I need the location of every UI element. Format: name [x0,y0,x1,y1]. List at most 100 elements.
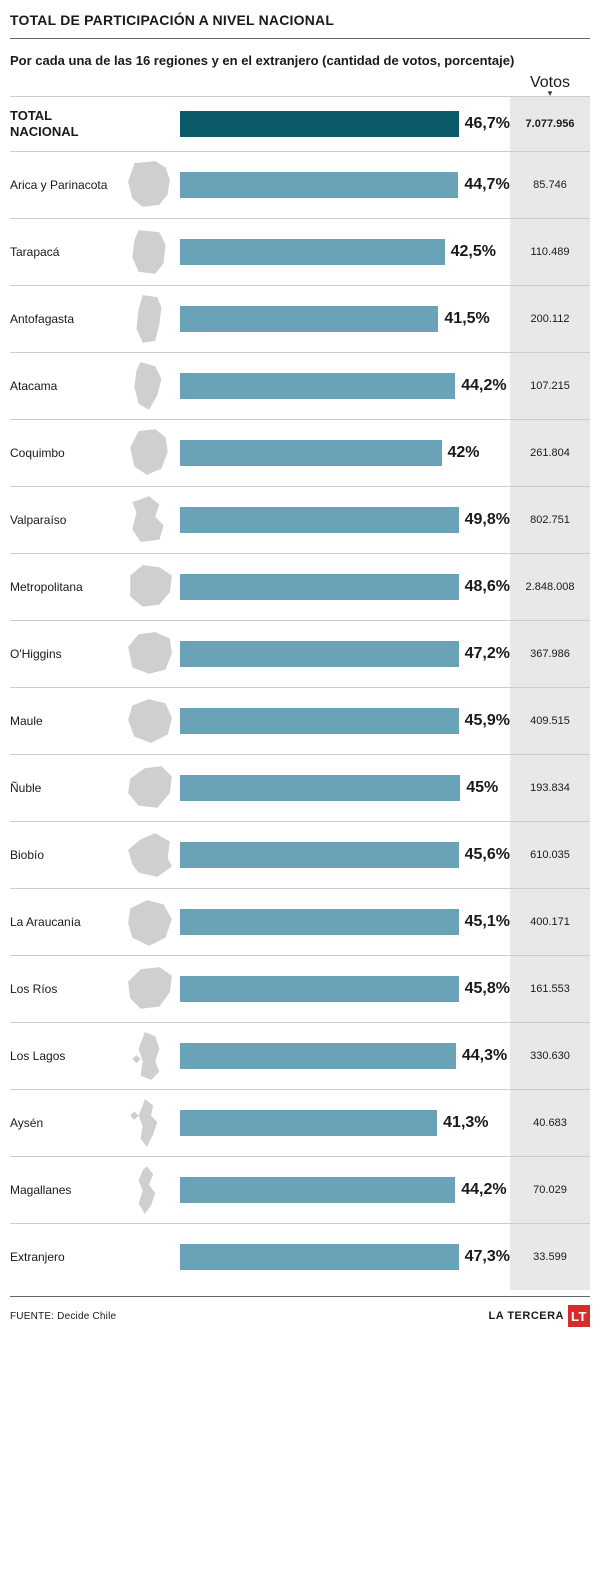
rows-container: TOTAL NACIONAL46,7%7.077.956Arica y Pari… [10,96,590,1290]
region-row: Ñuble 45% 193.834 [10,754,590,821]
bar [180,239,445,265]
bar [180,1043,456,1069]
row-label: Biobío [10,848,120,862]
region-shape-icon [120,360,180,412]
pct-label: 45% [466,779,498,797]
region-shape-icon [120,494,180,546]
bar-cell: 44,2% [180,373,510,399]
region-shape-icon [120,159,180,211]
pct-label: 41,3% [443,1114,488,1132]
region-row: Valparaíso 49,8%802.751 [10,486,590,553]
bar [180,574,459,600]
bar-cell: 42,5% [180,239,510,265]
votes-header-wrap: Votos ▾ [10,74,590,96]
votes-value: 200.112 [510,286,590,352]
pct-label: 46,7% [465,115,510,133]
votes-value: 85.746 [510,152,590,218]
region-row: Maule45,9%409.515 [10,687,590,754]
row-label: Tarapacá [10,245,120,259]
region-shape-icon [120,963,180,1015]
row-label: TOTAL NACIONAL [10,108,120,139]
pct-label: 45,9% [465,712,510,730]
row-label: Coquimbo [10,446,120,460]
bar [180,1177,455,1203]
region-shape-icon [120,293,180,345]
brand-logo-icon: LT [568,1305,590,1327]
region-shape-icon [120,829,180,881]
region-shape-icon [120,896,180,948]
row-label: Extranjero [10,1250,120,1264]
votes-value: 2.848.008 [510,554,590,620]
votes-value: 400.171 [510,889,590,955]
bar-cell: 48,6% [180,574,510,600]
region-row: Coquimbo 42%261.804 [10,419,590,486]
bar [180,976,459,1002]
region-shape-icon [120,695,180,747]
row-label: Valparaíso [10,513,120,527]
pct-label: 47,2% [465,645,510,663]
chart-subtitle: Por cada una de las 16 regiones y en el … [10,39,590,74]
bar-cell: 45% [180,775,510,801]
region-row: Magallanes44,2%70.029 [10,1156,590,1223]
bar [180,172,458,198]
chart-container: TOTAL DE PARTICIPACIÓN A NIVEL NACIONAL … [0,0,600,1335]
region-row: Aysén 41,3% 40.683 [10,1089,590,1156]
bar-cell: 45,9% [180,708,510,734]
pct-label: 45,8% [465,980,510,998]
pct-label: 44,2% [461,377,506,395]
bar-cell: 44,3% [180,1043,510,1069]
row-label: La Araucanía [10,915,120,929]
region-shape-icon [120,1097,180,1149]
votes-value: 610.035 [510,822,590,888]
chart-title: TOTAL DE PARTICIPACIÓN A NIVEL NACIONAL [10,12,590,39]
votes-value: 110.489 [510,219,590,285]
row-label: Los Lagos [10,1049,120,1063]
region-row: Los Lagos44,3%330.630 [10,1022,590,1089]
region-shape-icon [120,628,180,680]
bar [180,306,438,332]
row-label: Ñuble [10,781,120,795]
pct-label: 41,5% [444,310,489,328]
bar-cell: 44,2% [180,1177,510,1203]
row-label: Atacama [10,379,120,393]
bar [180,775,460,801]
region-row: Antofagasta41,5%200.112 [10,285,590,352]
region-shape-icon [120,1164,180,1216]
bar-cell: 45,1% [180,909,510,935]
bar [180,373,455,399]
region-row: Metropolitana48,6%2.848.008 [10,553,590,620]
row-label: O'Higgins [10,647,120,661]
bar-cell: 42% [180,440,510,466]
pct-label: 49,8% [465,511,510,529]
bar [180,111,459,137]
bar-cell: 45,8% [180,976,510,1002]
bar [180,708,459,734]
national-row: TOTAL NACIONAL 46,7%7.077.956 [10,96,590,151]
pct-label: 44,7% [464,176,509,194]
region-shape-icon [120,762,180,814]
bar [180,842,459,868]
pct-label: 42,5% [451,243,496,261]
row-label: Los Ríos [10,982,120,996]
pct-label: 48,6% [465,578,510,596]
bar [180,641,459,667]
region-shape-icon [120,561,180,613]
votes-value: 7.077.956 [510,97,590,151]
votes-value: 261.804 [510,420,590,486]
votes-value: 409.515 [510,688,590,754]
region-shape-icon [120,427,180,479]
votes-value: 40.683 [510,1090,590,1156]
bar-cell: 44,7% [180,172,510,198]
brand-text: LA TERCERA [489,1310,564,1322]
votes-value: 367.986 [510,621,590,687]
region-row: La Araucanía 45,1%400.171 [10,888,590,955]
bar-cell: 47,2% [180,641,510,667]
region-shape-icon [120,1030,180,1082]
row-label: Aysén [10,1116,120,1130]
votes-value: 193.834 [510,755,590,821]
region-row: O'Higgins 47,2%367.986 [10,620,590,687]
bar [180,909,459,935]
votes-value: 161.553 [510,956,590,1022]
votes-value: 802.751 [510,487,590,553]
bar [180,507,459,533]
